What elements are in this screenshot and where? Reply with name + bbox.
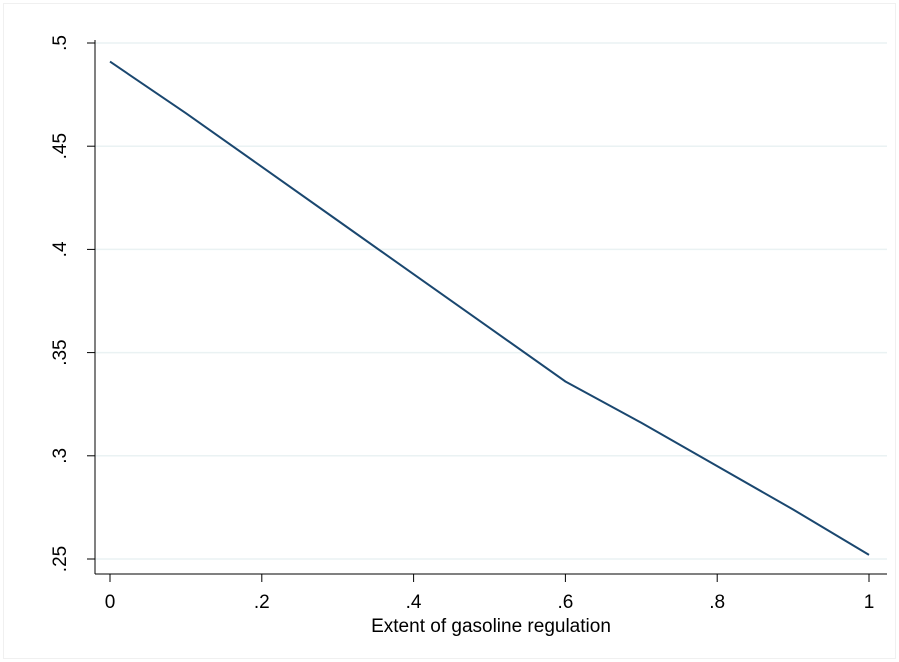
grid-lines (95, 42, 887, 560)
x-tick-label: .8 (709, 592, 725, 613)
x-tick-label: .2 (254, 592, 270, 613)
y-tick-label: .5 (50, 35, 71, 51)
figure-frame (3, 3, 896, 659)
axes (87, 40, 887, 582)
y-tick-label: .3 (50, 448, 71, 464)
y-tick-label: .4 (50, 241, 71, 257)
x-axis-title: Extent of gasoline regulation (371, 616, 611, 637)
y-tick-label: .45 (50, 133, 71, 159)
x-tick-label: 1 (864, 592, 875, 613)
series-layer (109, 60, 870, 556)
y-tick-label: .25 (50, 546, 71, 572)
y-tick-label: .35 (50, 339, 71, 365)
series-line (109, 60, 870, 556)
x-tick-label: .4 (406, 592, 422, 613)
tick-labels: .25 .3 .35 .4 .45 .5 0 .2 .4 .6 .8 1 (50, 35, 874, 613)
x-tick-label: 0 (105, 592, 116, 613)
x-tick-label: .6 (557, 592, 573, 613)
